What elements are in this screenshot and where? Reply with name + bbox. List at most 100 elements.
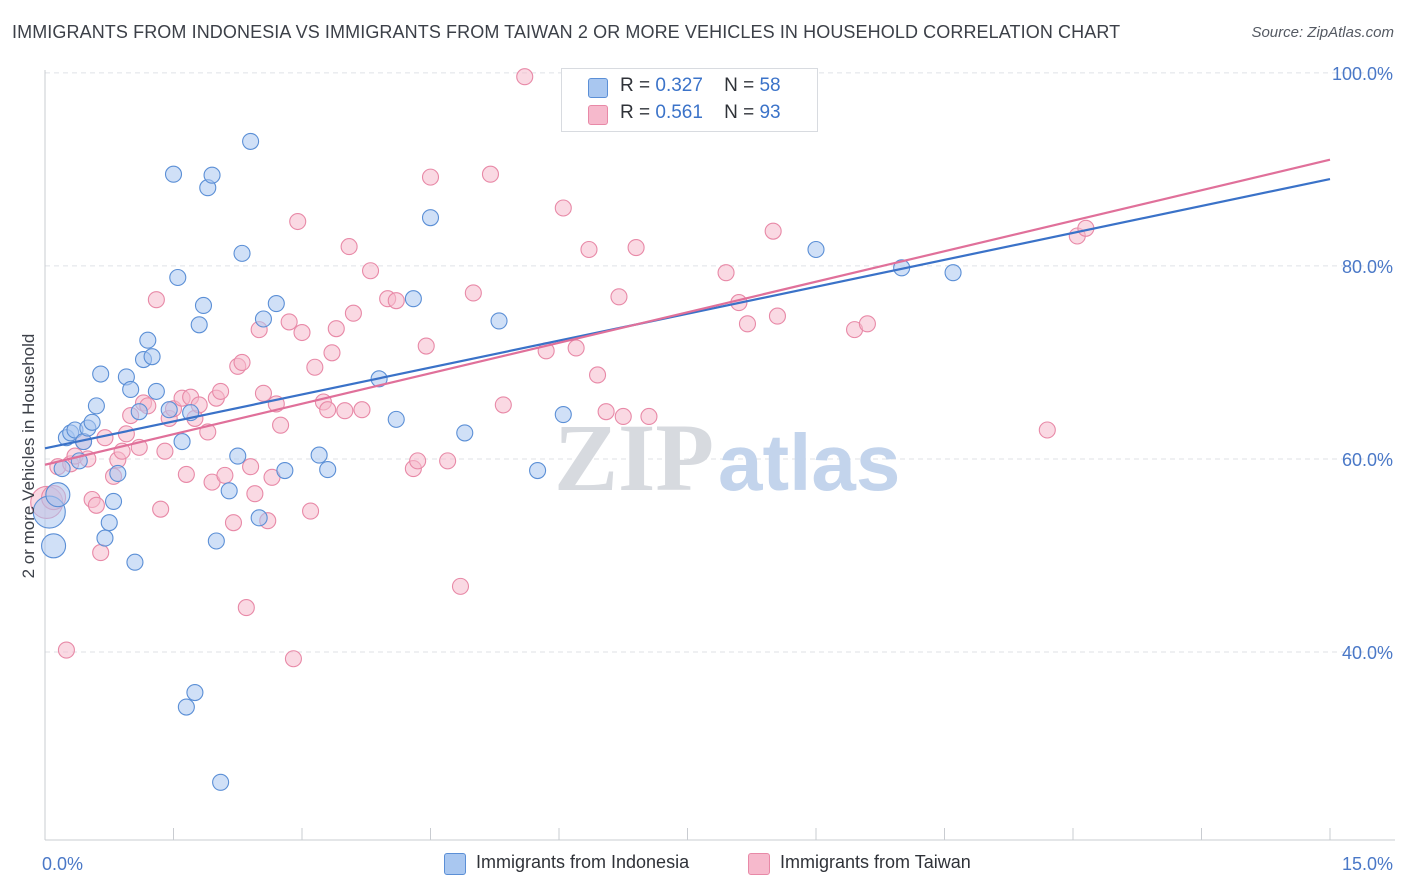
data-point-taiwan xyxy=(284,650,302,668)
data-point-taiwan xyxy=(177,465,195,483)
data-point-taiwan xyxy=(242,458,260,476)
y-tick-label: 80.0% xyxy=(1342,257,1393,277)
data-point-taiwan xyxy=(421,168,440,186)
data-point-indonesia xyxy=(529,461,547,480)
data-point-taiwan xyxy=(439,452,457,470)
data-point-indonesia xyxy=(92,365,110,383)
data-point-taiwan xyxy=(272,416,290,434)
data-point-indonesia xyxy=(807,240,825,259)
bottom-legend-label-taiwan: Immigrants from Taiwan xyxy=(780,852,971,872)
data-point-taiwan xyxy=(627,239,645,257)
data-point-indonesia xyxy=(194,296,213,315)
data-point-taiwan xyxy=(417,337,435,355)
watermark: ZIP atlas xyxy=(554,404,900,511)
data-point-taiwan xyxy=(567,339,585,357)
data-point-taiwan xyxy=(212,382,230,400)
data-point-taiwan xyxy=(237,599,255,617)
bottom-legend-swatch-indonesia xyxy=(444,853,466,875)
data-point-indonesia xyxy=(100,514,118,532)
data-point-indonesia xyxy=(310,446,328,464)
data-point-taiwan xyxy=(340,238,358,256)
y-axis-label: 2 or more Vehicles in Household xyxy=(19,334,38,579)
data-point-taiwan xyxy=(87,496,105,514)
data-point-taiwan xyxy=(451,577,470,595)
bottom-legend-swatch-taiwan xyxy=(748,853,770,875)
data-point-indonesia xyxy=(104,492,123,510)
data-point-taiwan xyxy=(233,353,251,371)
data-point-taiwan xyxy=(280,313,298,331)
data-point-taiwan xyxy=(1038,421,1056,439)
data-point-taiwan xyxy=(57,641,75,659)
data-point-taiwan xyxy=(302,502,320,520)
data-point-taiwan xyxy=(614,407,632,426)
legend-r-label: R = xyxy=(620,102,651,123)
watermark-zip: ZIP xyxy=(554,404,714,511)
data-point-indonesia xyxy=(276,461,294,480)
data-point-taiwan xyxy=(387,292,405,310)
data-point-indonesia xyxy=(45,482,71,508)
data-point-indonesia xyxy=(421,209,440,227)
data-point-taiwan xyxy=(580,240,598,259)
data-point-taiwan xyxy=(336,402,354,420)
y-tick-label: 40.0% xyxy=(1342,643,1393,663)
data-point-taiwan xyxy=(464,284,482,302)
data-point-taiwan xyxy=(319,401,337,419)
data-point-indonesia xyxy=(212,773,230,791)
data-point-taiwan xyxy=(516,68,534,86)
legend-swatch-indonesia xyxy=(588,78,608,98)
data-point-taiwan xyxy=(768,307,787,325)
data-point-taiwan xyxy=(481,165,500,183)
data-point-taiwan xyxy=(306,358,324,376)
trendlines xyxy=(44,158,1331,466)
series-taiwan-points xyxy=(30,68,1095,668)
y-tick-label: 60.0% xyxy=(1342,450,1393,470)
legend-n-label: N = xyxy=(724,75,755,96)
data-point-taiwan xyxy=(588,366,607,384)
data-point-indonesia xyxy=(87,397,105,415)
watermark-atlas: atlas xyxy=(718,418,900,507)
data-point-indonesia xyxy=(109,464,127,482)
data-point-indonesia xyxy=(143,348,161,366)
data-point-taiwan xyxy=(224,514,243,532)
correlation-legend: R = 0.327 N = 58 R = 0.561 N = 93 xyxy=(561,68,818,132)
data-point-taiwan xyxy=(152,500,170,518)
data-point-indonesia xyxy=(147,382,165,400)
data-point-taiwan xyxy=(361,262,380,280)
data-point-taiwan xyxy=(597,403,615,421)
data-point-indonesia xyxy=(229,447,247,465)
data-point-taiwan xyxy=(156,442,174,460)
data-point-indonesia xyxy=(186,683,204,702)
data-point-indonesia xyxy=(387,410,405,428)
data-point-indonesia xyxy=(220,482,238,500)
data-point-indonesia xyxy=(319,461,337,479)
data-point-indonesia xyxy=(190,316,208,334)
legend-n-value-indonesia: 58 xyxy=(759,75,781,96)
legend-text-taiwan: R = 0.561 N = 93 xyxy=(620,102,781,124)
data-point-indonesia xyxy=(160,401,178,419)
data-point-indonesia xyxy=(490,312,508,330)
data-point-taiwan xyxy=(289,212,307,231)
tick-labels: 100.0% 80.0% 60.0% 40.0% 0.0% 15.0% xyxy=(42,64,1393,874)
data-point-indonesia xyxy=(242,132,260,150)
data-point-taiwan xyxy=(640,407,658,426)
data-point-indonesia xyxy=(164,165,183,183)
data-point-indonesia xyxy=(404,290,422,308)
data-point-indonesia xyxy=(207,532,225,550)
data-point-indonesia xyxy=(41,533,67,559)
data-point-indonesia xyxy=(267,295,285,313)
source-label: Source: ZipAtlas.com xyxy=(1251,24,1394,41)
data-point-taiwan xyxy=(764,222,782,240)
data-point-indonesia xyxy=(169,268,187,287)
data-point-indonesia xyxy=(177,698,195,716)
legend-text-indonesia: R = 0.327 N = 58 xyxy=(620,75,781,97)
data-point-indonesia xyxy=(254,310,273,328)
data-point-taiwan xyxy=(323,344,341,362)
data-point-indonesia xyxy=(233,244,251,262)
data-point-indonesia xyxy=(456,424,474,442)
data-point-indonesia xyxy=(126,553,144,571)
legend-swatch-taiwan xyxy=(588,105,608,125)
data-point-taiwan xyxy=(610,288,628,306)
data-point-taiwan xyxy=(738,315,757,333)
data-point-taiwan xyxy=(717,264,735,282)
data-point-indonesia xyxy=(554,406,572,424)
